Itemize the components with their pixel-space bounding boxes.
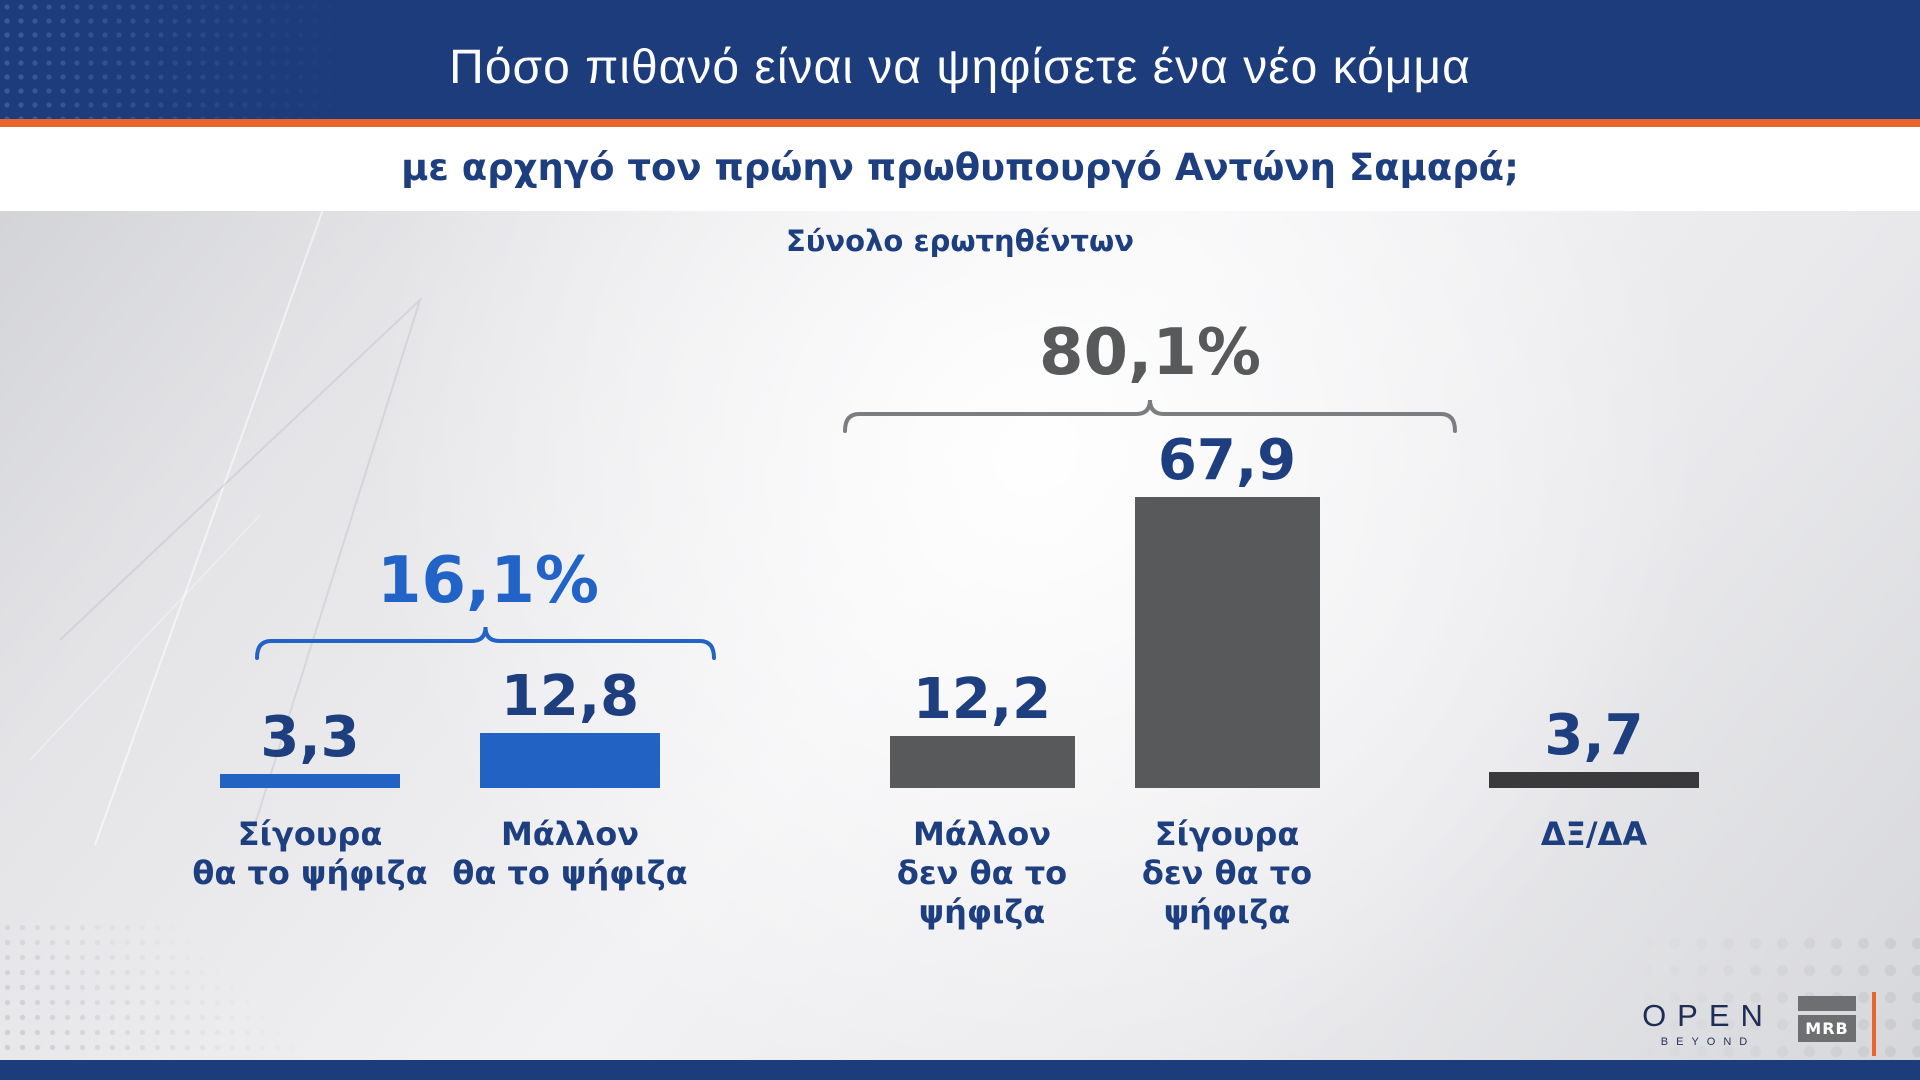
open-tv-logo: OPEN BEYOND	[1628, 1000, 1788, 1048]
bottom-right-dot-pattern	[1580, 930, 1920, 1080]
accent-divider	[0, 119, 1920, 127]
value-label-5: 3,7	[1544, 703, 1644, 768]
value-label-2: 12,8	[500, 664, 640, 729]
orange-accent-tick	[1872, 992, 1876, 1056]
group-bracket-2	[843, 399, 1457, 433]
group-total-label-2: 80,1%	[1038, 316, 1262, 390]
bar-2	[480, 733, 660, 788]
mrb-logo: MRB	[1798, 996, 1856, 1042]
chart-title: Σύνολο ερωτηθέντων	[786, 224, 1134, 258]
bar-5	[1489, 772, 1699, 788]
value-label-3: 12,2	[912, 667, 1052, 732]
group-bracket-1	[255, 626, 716, 660]
bar-4	[1134, 497, 1320, 788]
category-label-3: Μάλλον δεν θα το ψήφιζα	[896, 815, 1068, 931]
bottom-left-dot-pattern	[0, 920, 300, 1080]
value-label-4: 67,9	[1157, 428, 1297, 493]
mrb-logo-bar	[1798, 996, 1856, 1011]
mrb-logo-text: MRB	[1798, 1015, 1856, 1042]
category-label-1: Σίγουρα θα το ψήφιζα	[192, 815, 428, 892]
header-dot-pattern	[0, 0, 420, 119]
page-subtitle: με αρχηγό τον πρώην πρωθυπουργό Αντώνη Σ…	[401, 145, 1519, 189]
bottom-band	[0, 1060, 1920, 1080]
subtitle-band	[0, 127, 1920, 211]
bar-1	[220, 774, 400, 788]
category-label-2: Μάλλον θα το ψήφιζα	[452, 815, 688, 892]
group-total-label-1: 16,1%	[376, 544, 600, 618]
header-band	[0, 0, 1920, 119]
value-label-1: 3,3	[260, 705, 360, 770]
page-title: Πόσο πιθανό είναι να ψηφίσετε ένα νέο κό…	[449, 41, 1471, 94]
open-logo-text: OPEN	[1642, 998, 1774, 1033]
open-logo-subtext: BEYOND	[1660, 1036, 1756, 1048]
category-label-4: Σίγουρα δεν θα το ψήφιζα	[1141, 815, 1313, 931]
bar-3	[889, 736, 1075, 788]
category-label-5: ΔΞ/ΔΑ	[1540, 815, 1648, 853]
